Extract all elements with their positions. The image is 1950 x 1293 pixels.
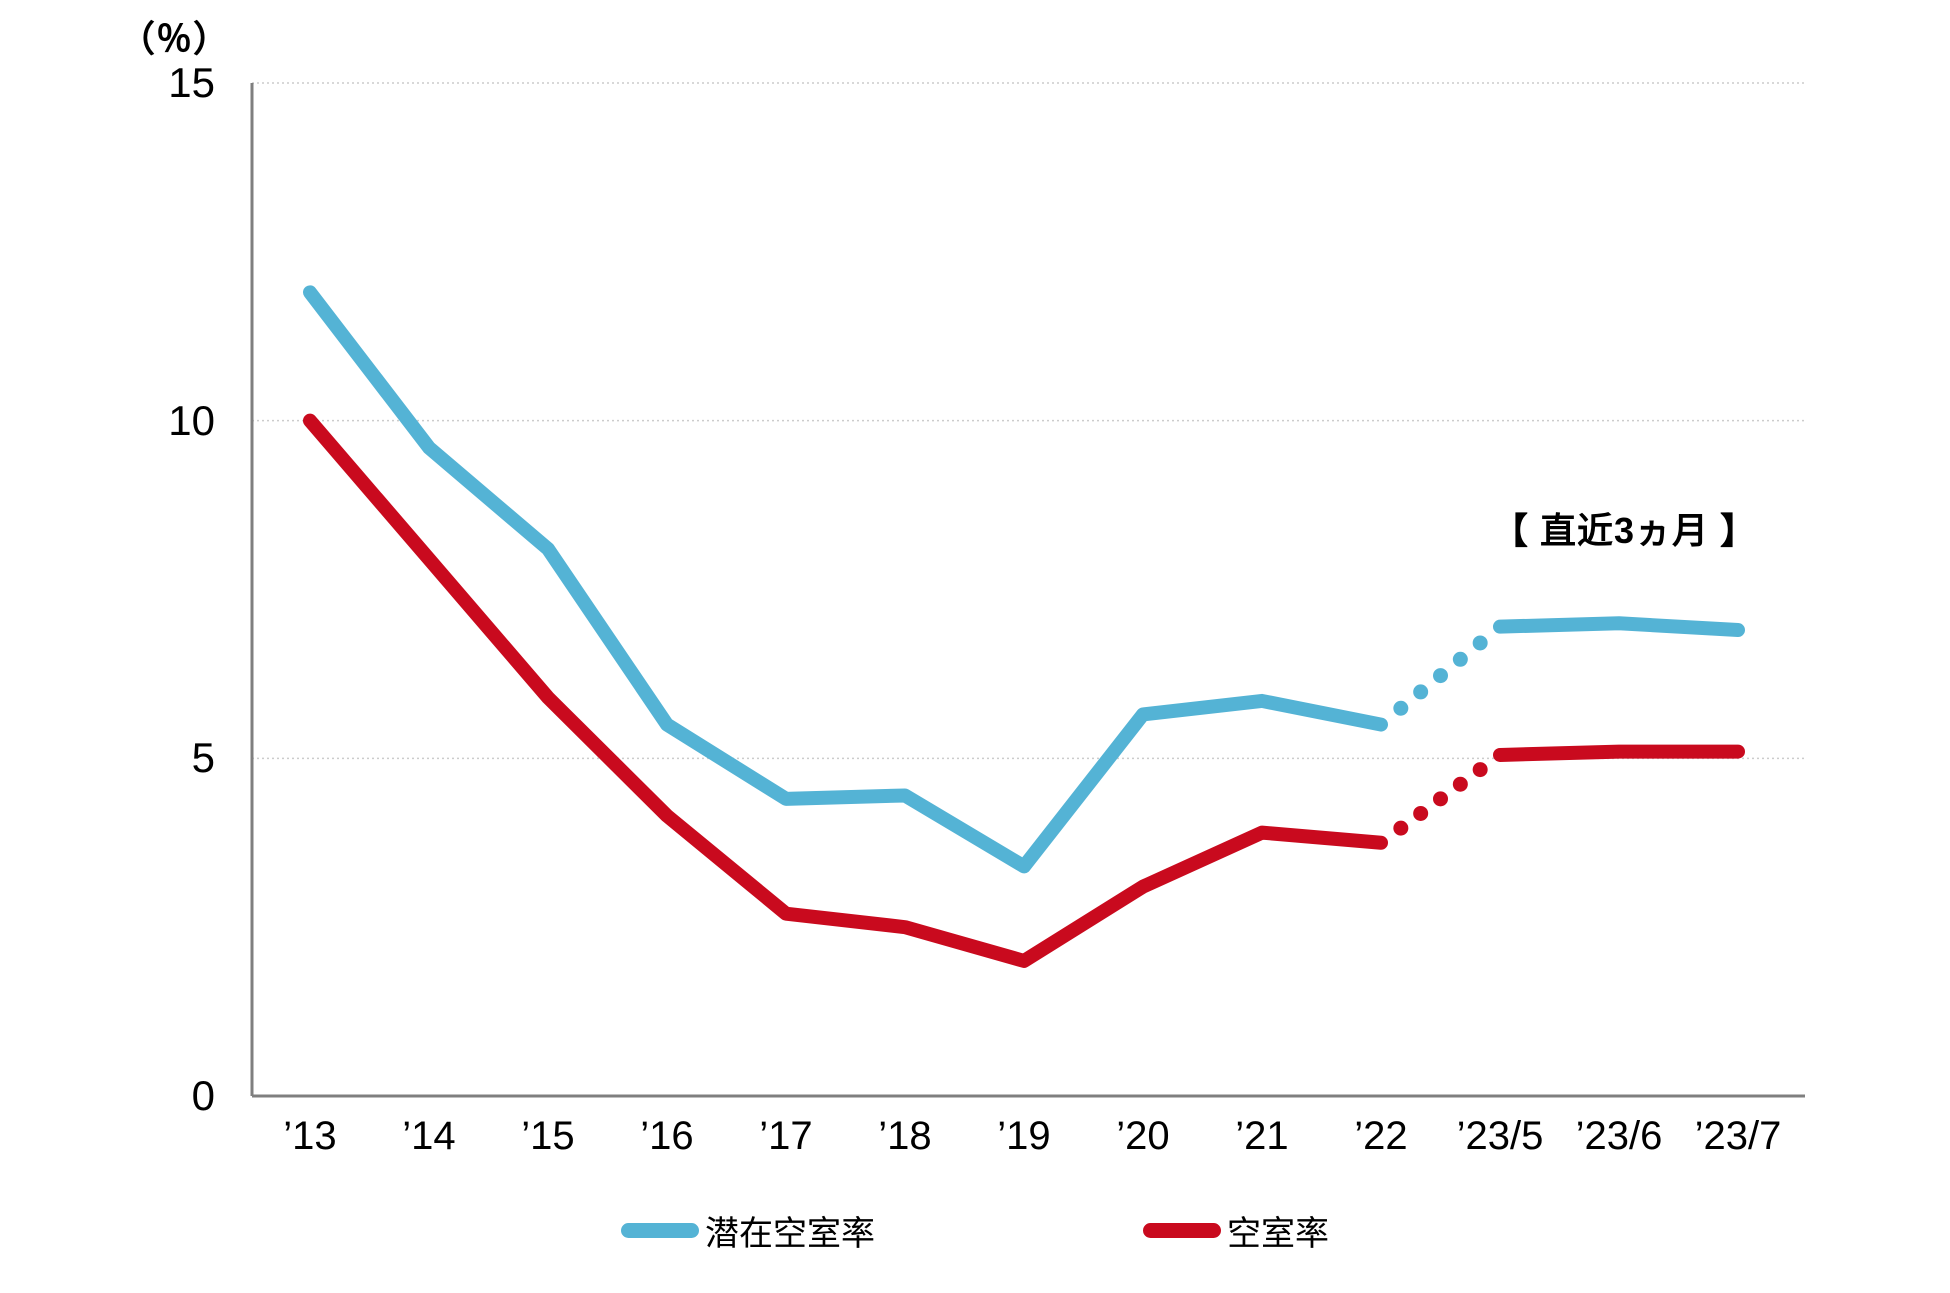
- x-axis-label: ’23/7: [1694, 1114, 1782, 1158]
- series-line-vacancy-rate-recent: [1493, 744, 1745, 762]
- x-axis-label: ’14: [402, 1114, 456, 1158]
- legend-item-vacancy-rate: 空室率: [1143, 1206, 1329, 1255]
- x-axis-label: ’16: [640, 1114, 694, 1158]
- x-axis-label: ’20: [1116, 1114, 1170, 1158]
- y-axis-tick-label: 10: [168, 396, 215, 444]
- series-line-potential-vacancy-rate: [303, 285, 1388, 874]
- projection-dot: [1452, 651, 1468, 667]
- projection-dot: [1413, 805, 1429, 821]
- projection-dot: [1393, 820, 1409, 836]
- legend-item-potential-vacancy-rate: 潜在空室率: [621, 1206, 875, 1255]
- x-axis-label: ’18: [878, 1114, 932, 1158]
- x-axis-label: ’23/6: [1575, 1114, 1663, 1158]
- y-axis-tick-label: 0: [191, 1072, 215, 1119]
- projection-dot: [1413, 684, 1429, 700]
- legend-label: 潜在空室率: [705, 1215, 875, 1253]
- legend-swatch: [621, 1223, 699, 1238]
- x-axis-label: ’13: [283, 1114, 337, 1158]
- x-axis-label: ’17: [759, 1114, 813, 1158]
- series-line-vacancy-rate: [303, 413, 1388, 968]
- projection-dot: [1433, 668, 1448, 684]
- projection-dot: [1452, 776, 1468, 792]
- x-axis-label: ’22: [1354, 1114, 1408, 1158]
- legend-label: 空室率: [1227, 1215, 1329, 1253]
- y-axis-tick-label: 5: [191, 734, 215, 782]
- legend-swatch: [1143, 1223, 1221, 1238]
- recent-3-months-annotation: 【 直近3ヵ月 】: [1492, 510, 1758, 551]
- x-axis-label: ’21: [1235, 1114, 1289, 1158]
- projection-dot: [1433, 791, 1448, 807]
- y-axis-tick-label: 15: [168, 59, 215, 106]
- projection-dot: [1393, 700, 1409, 716]
- x-axis-label: ’23/5: [1456, 1114, 1544, 1158]
- legend: 潜在空室率 空室率: [0, 1206, 1950, 1255]
- y-axis-unit-label: （％）: [118, 18, 230, 59]
- x-axis-label: ’19: [997, 1114, 1051, 1158]
- series-line-potential-vacancy-rate-recent: [1493, 616, 1745, 638]
- x-axis-label: ’15: [521, 1114, 575, 1158]
- projection-dot: [1472, 762, 1488, 778]
- projection-dot: [1472, 635, 1488, 651]
